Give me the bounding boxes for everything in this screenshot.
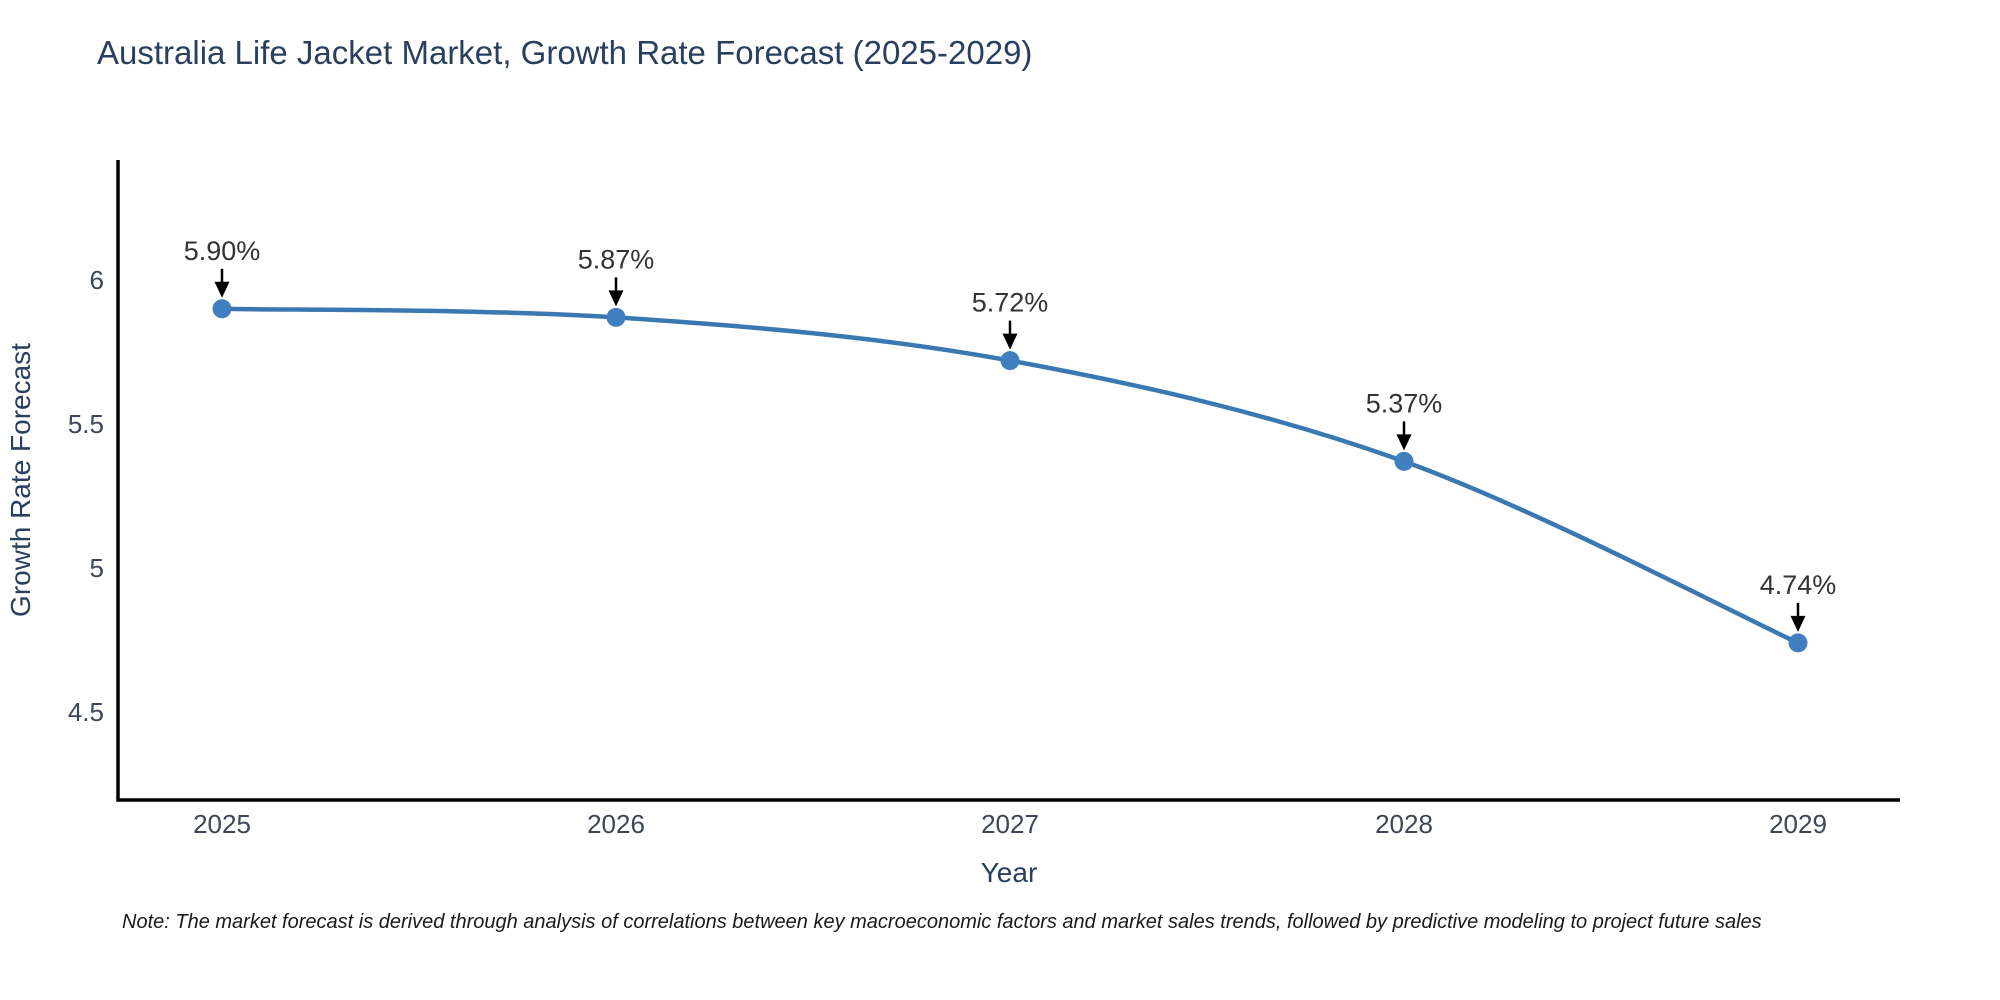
y-axis-label: Growth Rate Forecast xyxy=(5,343,36,617)
y-axis-ticks: 6 5.5 5 4.5 xyxy=(68,265,104,727)
data-series xyxy=(212,299,1808,653)
annotation-arrowhead-icon xyxy=(1790,615,1806,632)
annotation-arrowhead-icon xyxy=(214,281,230,298)
data-point[interactable] xyxy=(606,307,626,327)
point-value-label: 5.37% xyxy=(1366,388,1443,418)
annotation-arrowhead-icon xyxy=(1396,434,1412,451)
data-point[interactable] xyxy=(1788,633,1808,653)
point-value-label: 5.87% xyxy=(578,244,655,274)
x-axis-label: Year xyxy=(981,857,1038,888)
point-annotations: 5.90% 5.87% 5.72% 5.37% 4.74% xyxy=(184,236,1837,632)
x-tick-label: 2029 xyxy=(1769,809,1827,839)
x-axis-ticks: 2025 2026 2027 2028 2029 xyxy=(193,809,1827,839)
point-value-label: 5.72% xyxy=(972,288,1049,318)
data-point[interactable] xyxy=(212,299,232,319)
axis-lines xyxy=(116,160,1900,802)
data-point[interactable] xyxy=(1000,351,1020,371)
y-tick-label: 4.5 xyxy=(68,697,104,727)
x-tick-label: 2026 xyxy=(587,809,645,839)
y-tick-label: 5.5 xyxy=(68,409,104,439)
footnote: Note: The market forecast is derived thr… xyxy=(122,911,1762,933)
x-tick-label: 2027 xyxy=(981,809,1039,839)
y-tick-label: 5 xyxy=(90,553,104,583)
data-point[interactable] xyxy=(1394,451,1414,471)
x-tick-label: 2025 xyxy=(193,809,251,839)
annotation-arrowhead-icon xyxy=(1002,333,1018,350)
x-tick-label: 2028 xyxy=(1375,809,1433,839)
chart-title: Australia Life Jacket Market, Growth Rat… xyxy=(97,34,1033,71)
point-value-label: 4.74% xyxy=(1760,570,1837,600)
y-tick-label: 6 xyxy=(90,265,104,295)
point-value-label: 5.90% xyxy=(184,236,261,266)
annotation-arrowhead-icon xyxy=(608,290,624,307)
